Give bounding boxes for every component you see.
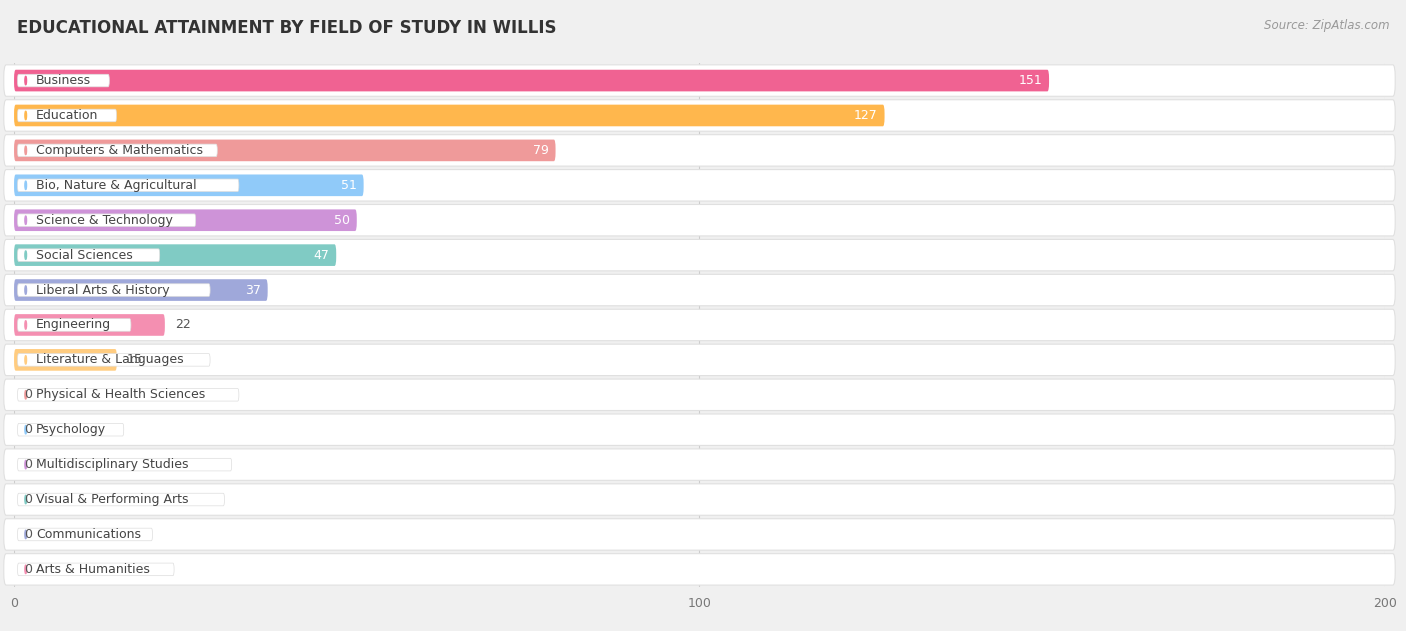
Circle shape <box>25 425 27 434</box>
Text: 79: 79 <box>533 144 548 157</box>
Circle shape <box>25 286 27 294</box>
Text: Liberal Arts & History: Liberal Arts & History <box>37 283 170 297</box>
FancyBboxPatch shape <box>17 214 195 227</box>
FancyBboxPatch shape <box>17 563 174 575</box>
Text: 127: 127 <box>853 109 877 122</box>
FancyBboxPatch shape <box>17 353 209 366</box>
FancyBboxPatch shape <box>4 519 1395 550</box>
FancyBboxPatch shape <box>4 239 1395 271</box>
Circle shape <box>25 495 27 504</box>
Text: Communications: Communications <box>37 528 141 541</box>
Text: Physical & Health Sciences: Physical & Health Sciences <box>37 388 205 401</box>
Text: 0: 0 <box>24 423 32 436</box>
FancyBboxPatch shape <box>14 209 357 231</box>
Text: Literature & Languages: Literature & Languages <box>37 353 184 367</box>
Text: 47: 47 <box>314 249 329 262</box>
FancyBboxPatch shape <box>4 134 1395 166</box>
FancyBboxPatch shape <box>17 389 239 401</box>
FancyBboxPatch shape <box>14 70 1049 91</box>
Text: Psychology: Psychology <box>37 423 105 436</box>
FancyBboxPatch shape <box>14 105 884 126</box>
FancyBboxPatch shape <box>4 309 1395 341</box>
Text: Visual & Performing Arts: Visual & Performing Arts <box>37 493 188 506</box>
FancyBboxPatch shape <box>14 244 336 266</box>
Circle shape <box>25 251 27 259</box>
Text: 0: 0 <box>24 563 32 576</box>
Circle shape <box>25 461 27 469</box>
FancyBboxPatch shape <box>14 314 165 336</box>
FancyBboxPatch shape <box>14 175 364 196</box>
Text: Arts & Humanities: Arts & Humanities <box>37 563 150 576</box>
FancyBboxPatch shape <box>17 249 160 261</box>
Text: 15: 15 <box>127 353 143 367</box>
FancyBboxPatch shape <box>4 379 1395 411</box>
Text: Bio, Nature & Agricultural: Bio, Nature & Agricultural <box>37 179 197 192</box>
FancyBboxPatch shape <box>4 449 1395 480</box>
FancyBboxPatch shape <box>17 528 152 541</box>
FancyBboxPatch shape <box>4 170 1395 201</box>
FancyBboxPatch shape <box>17 319 131 331</box>
FancyBboxPatch shape <box>17 458 232 471</box>
Text: Multidisciplinary Studies: Multidisciplinary Studies <box>37 458 188 471</box>
FancyBboxPatch shape <box>17 284 209 297</box>
Text: EDUCATIONAL ATTAINMENT BY FIELD OF STUDY IN WILLIS: EDUCATIONAL ATTAINMENT BY FIELD OF STUDY… <box>17 19 557 37</box>
Circle shape <box>25 530 27 539</box>
Text: Computers & Mathematics: Computers & Mathematics <box>37 144 202 157</box>
FancyBboxPatch shape <box>17 423 124 436</box>
Circle shape <box>25 216 27 225</box>
FancyBboxPatch shape <box>14 139 555 161</box>
Text: 151: 151 <box>1018 74 1042 87</box>
Circle shape <box>25 321 27 329</box>
Circle shape <box>25 76 27 85</box>
Text: 51: 51 <box>340 179 357 192</box>
FancyBboxPatch shape <box>17 179 239 192</box>
Text: Education: Education <box>37 109 98 122</box>
FancyBboxPatch shape <box>17 109 117 122</box>
Text: 0: 0 <box>24 388 32 401</box>
Circle shape <box>25 391 27 399</box>
Text: 0: 0 <box>24 528 32 541</box>
FancyBboxPatch shape <box>4 65 1395 97</box>
Text: 50: 50 <box>333 214 350 227</box>
Text: Social Sciences: Social Sciences <box>37 249 132 262</box>
Text: Source: ZipAtlas.com: Source: ZipAtlas.com <box>1264 19 1389 32</box>
FancyBboxPatch shape <box>4 204 1395 236</box>
Circle shape <box>25 565 27 574</box>
Text: Engineering: Engineering <box>37 319 111 331</box>
Text: 37: 37 <box>245 283 262 297</box>
Circle shape <box>25 146 27 155</box>
Circle shape <box>25 111 27 120</box>
FancyBboxPatch shape <box>14 349 117 370</box>
FancyBboxPatch shape <box>17 493 225 506</box>
Text: 0: 0 <box>24 493 32 506</box>
FancyBboxPatch shape <box>4 484 1395 516</box>
FancyBboxPatch shape <box>4 414 1395 445</box>
FancyBboxPatch shape <box>17 74 110 87</box>
Circle shape <box>25 356 27 364</box>
Circle shape <box>25 181 27 189</box>
Text: 0: 0 <box>24 458 32 471</box>
Text: Science & Technology: Science & Technology <box>37 214 173 227</box>
FancyBboxPatch shape <box>4 274 1395 306</box>
Text: Business: Business <box>37 74 91 87</box>
Text: 22: 22 <box>176 319 191 331</box>
FancyBboxPatch shape <box>4 344 1395 375</box>
FancyBboxPatch shape <box>17 144 218 156</box>
FancyBboxPatch shape <box>14 280 267 301</box>
FancyBboxPatch shape <box>4 553 1395 585</box>
FancyBboxPatch shape <box>4 100 1395 131</box>
